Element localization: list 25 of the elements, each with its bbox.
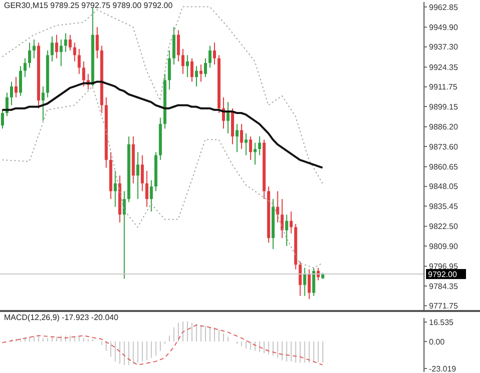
line-series xyxy=(2,86,324,268)
y-tick-label: 0.00 xyxy=(429,337,446,346)
y-tick-label: 9899.15 xyxy=(429,102,458,112)
y-tick-label: 9937.30 xyxy=(429,42,458,52)
y-tick-label: 9886.20 xyxy=(429,122,458,132)
line-series xyxy=(1,80,324,169)
ref-line-label: 9792.00 xyxy=(428,270,458,280)
y-tick-label: -23.019 xyxy=(429,364,457,373)
y-tick-label: 9784.35 xyxy=(429,282,458,291)
y-tick-label: 9962.85 xyxy=(429,2,458,12)
y-tick-label: 9771.75 xyxy=(429,302,458,311)
chart-title: GER30,M15 9789.25 9792.75 9789.00 9792.00 xyxy=(4,1,173,10)
y-tick-label: 9924.35 xyxy=(429,62,458,72)
y-tick-label: 9822.50 xyxy=(429,222,458,232)
y-tick-label: 9835.45 xyxy=(429,202,458,211)
line-series xyxy=(2,324,324,366)
chart-title: MACD(12,26,9) -17.923 -20.040 xyxy=(4,313,118,322)
y-tick-label: 9873.60 xyxy=(429,142,458,152)
y-tick-label: 9860.65 xyxy=(429,162,458,172)
y-tick-label: 9848.05 xyxy=(429,182,458,192)
y-tick-label: 9949.90 xyxy=(429,23,458,32)
y-tick-label: 9796.95 xyxy=(429,262,458,272)
y-tick-label: 16.535 xyxy=(429,318,454,327)
y-tick-label: 9809.90 xyxy=(429,242,458,251)
y-tick-label: 9911.75 xyxy=(429,82,458,92)
